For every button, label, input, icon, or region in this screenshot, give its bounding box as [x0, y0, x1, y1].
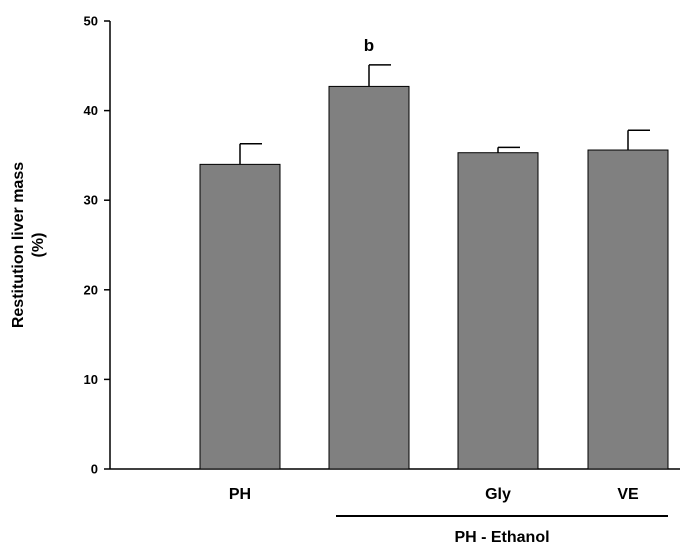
bar: [587, 149, 669, 470]
y-axis-label: Restitution liver mass (%): [10, 162, 47, 328]
bar-annotation: b: [364, 36, 374, 55]
y-axis: 0 10 20 30 40 50: [84, 14, 111, 477]
y-tick-label: 40: [84, 103, 98, 118]
x-tick-label: Gly: [485, 486, 511, 503]
y-tick-label: 50: [84, 14, 98, 29]
bar: [457, 152, 539, 470]
y-axis-label-line: Restitution liver mass: [10, 162, 27, 328]
error-bars: [239, 64, 650, 165]
y-tick-label: 10: [84, 372, 98, 387]
x-tick-label: VE: [617, 486, 639, 503]
y-tick-label: 30: [84, 193, 98, 208]
y-tick-label: 0: [91, 462, 98, 477]
annotations: b: [364, 36, 374, 55]
bar: [328, 85, 410, 470]
bars: [199, 85, 669, 470]
x-axis: PH Gly VE: [110, 468, 680, 503]
bar: [199, 163, 281, 470]
group-bracket: PH - Ethanol: [336, 515, 668, 546]
y-axis-label-line: (%): [30, 233, 47, 258]
y-tick-label: 20: [84, 282, 98, 297]
x-tick-label: PH: [229, 486, 251, 503]
group-label: PH - Ethanol: [454, 529, 549, 546]
